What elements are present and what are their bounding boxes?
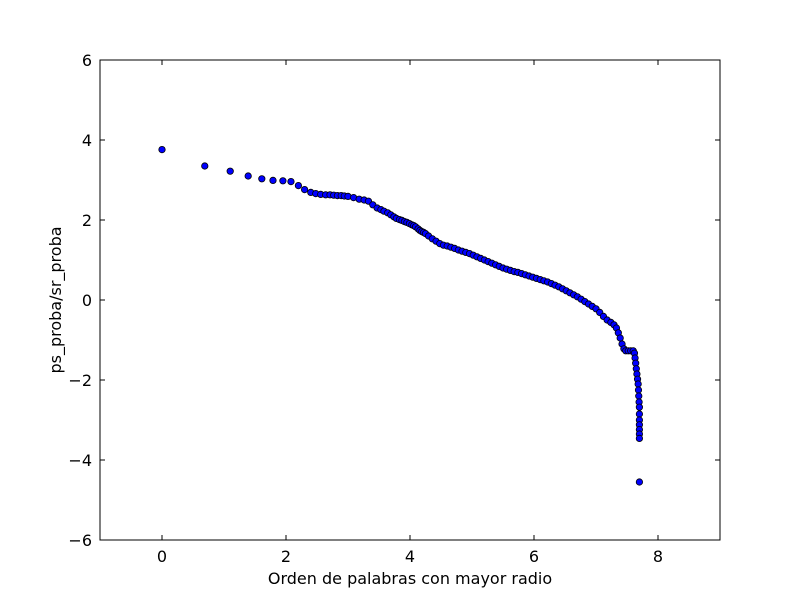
- x-tick-label: 8: [653, 547, 663, 566]
- data-point: [635, 434, 644, 442]
- data-point: [635, 478, 644, 486]
- data-point: [244, 172, 252, 180]
- x-axis-label: Orden de palabras con mayor radio: [268, 569, 552, 588]
- y-tick-label: −4: [68, 451, 92, 470]
- data-point: [635, 403, 644, 411]
- data-point: [635, 410, 644, 418]
- y-tick-label: 4: [82, 131, 92, 150]
- data-point: [287, 178, 295, 186]
- data-point: [258, 175, 266, 183]
- plot-area: [100, 60, 720, 540]
- data-point: [634, 386, 643, 394]
- y-tick-label: −2: [68, 371, 92, 390]
- data-point: [616, 334, 624, 342]
- plot-frame: [99, 59, 721, 541]
- y-tick-label: 2: [82, 211, 92, 230]
- data-point: [635, 392, 643, 400]
- x-tick-label: 6: [529, 547, 539, 566]
- data-point: [279, 177, 287, 185]
- data-point: [201, 162, 209, 170]
- data-point: [634, 380, 642, 388]
- tick-labels: 0 2 4 6 8 −6 −4 −2 0 2 4 6: [68, 51, 663, 566]
- data-point: [269, 176, 277, 184]
- data-point: [158, 146, 166, 154]
- y-tick-label: −6: [68, 531, 92, 550]
- y-axis-label: ps_proba/sr_proba: [46, 226, 66, 373]
- x-tick-label: 0: [157, 547, 167, 566]
- y-tick-label: 0: [82, 291, 92, 310]
- data-points: [158, 146, 644, 486]
- data-point: [294, 182, 302, 190]
- x-tick-label: 4: [405, 547, 415, 566]
- x-tick-label: 2: [281, 547, 291, 566]
- data-point: [226, 167, 234, 175]
- y-tick-label: 6: [82, 51, 92, 70]
- data-point: [300, 186, 309, 194]
